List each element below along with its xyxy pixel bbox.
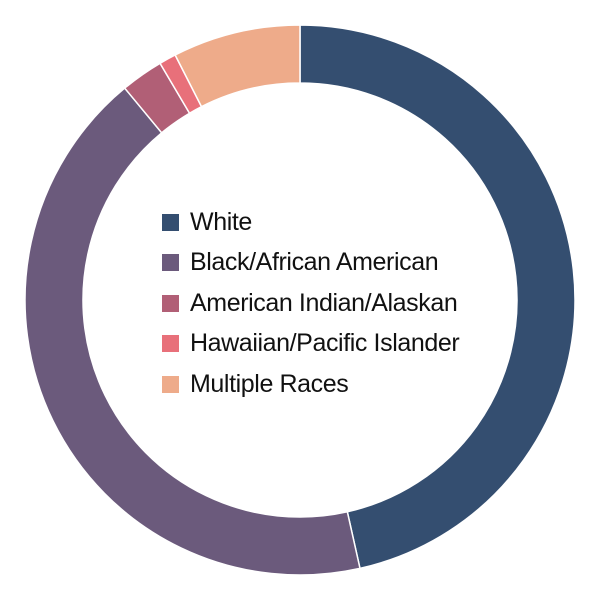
legend-swatch-white — [162, 213, 179, 231]
legend-swatch-american-indian-alaskan — [162, 294, 179, 312]
legend-label-white: White — [190, 207, 252, 236]
legend-label-black-african-american: Black/African American — [190, 248, 439, 277]
slice-black-african-american — [24, 87, 361, 576]
legend-item-multiple-races: Multiple Races — [162, 364, 492, 405]
donut-slices — [24, 24, 576, 576]
slice-white — [299, 24, 576, 570]
slice-multiple-races — [174, 24, 301, 108]
legend-item-hawaiian-pacific-islander: Hawaiian/Pacific Islander — [162, 324, 492, 365]
legend-item-white: White — [162, 202, 492, 243]
legend-item-black-african-american: Black/African American — [162, 243, 492, 284]
legend-swatch-hawaiian-pacific-islander — [162, 335, 179, 353]
chart-legend: White Black/African American American In… — [162, 202, 492, 405]
legend-label-hawaiian-pacific-islander: Hawaiian/Pacific Islander — [190, 329, 460, 358]
legend-label-multiple-races: Multiple Races — [190, 369, 349, 398]
legend-swatch-black-african-american — [162, 254, 179, 272]
legend-item-american-indian-alaskan: American Indian/Alaskan — [162, 283, 492, 324]
legend-label-american-indian-alaskan: American Indian/Alaskan — [190, 288, 458, 317]
legend-swatch-multiple-races — [162, 375, 179, 393]
